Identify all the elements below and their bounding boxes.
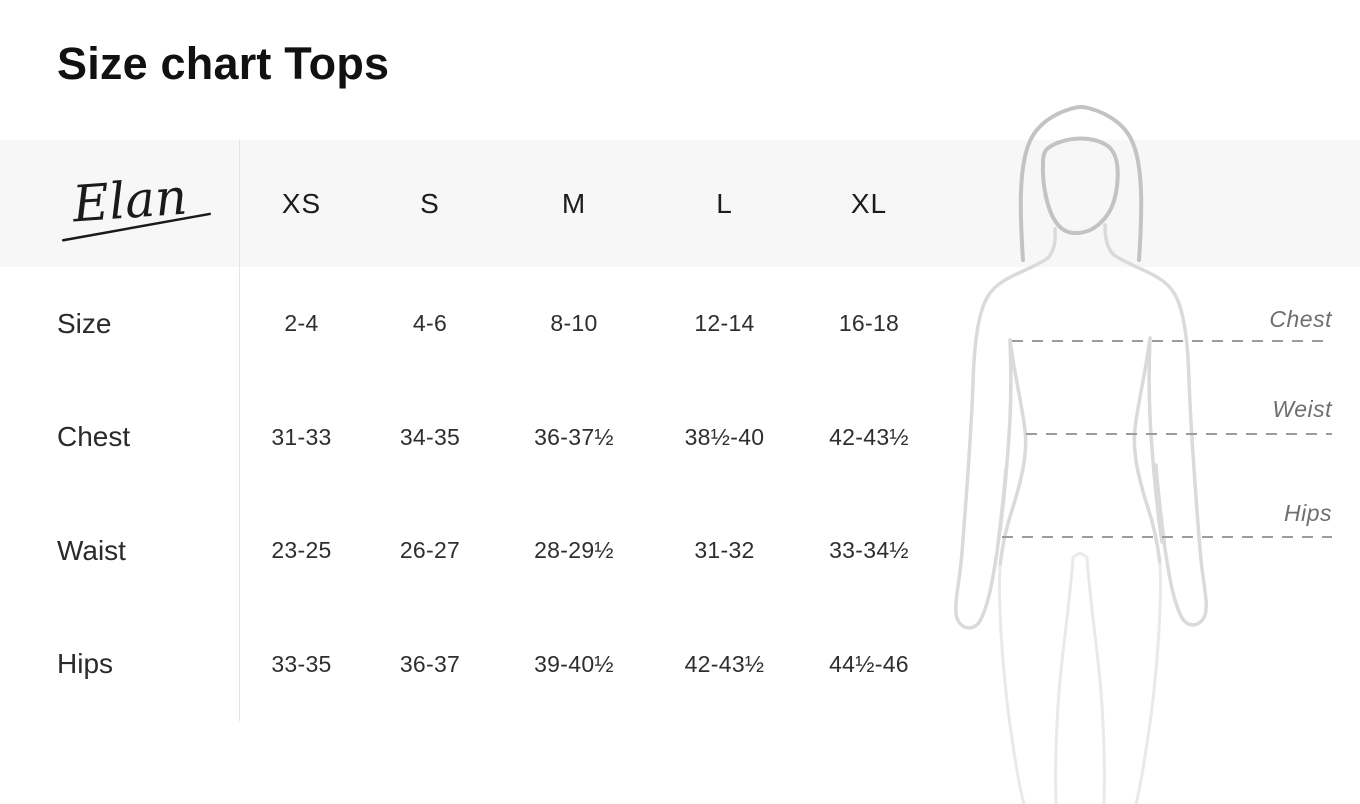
brand-underline [61,212,211,242]
table-cell: 34-35 [399,423,461,450]
neck-right [1103,223,1116,257]
right-leg-outer [1134,562,1163,804]
row-header-waist: Waist [0,494,240,608]
size-table: Elan XS S M L XL Size 2-4 4-6 8-10 12-14… [0,140,940,721]
table-cell: 33-35 [271,650,332,677]
table-cell: 31-32 [694,537,755,564]
row-header-chest: Chest [0,380,240,494]
torso-left [998,338,1028,568]
table-cell: 36-37 [399,650,461,677]
left-arm-inner [996,338,1013,546]
table-cell: 2-4 [284,310,319,337]
neck-left [1046,227,1057,260]
table-cell: 36-37½ [534,423,614,450]
face-outline [1040,136,1120,235]
table-cell: 8-10 [550,310,598,337]
right-arm-outline [1112,253,1208,627]
brand-logo-cell: Elan [0,140,240,267]
left-leg-inner [1054,556,1075,804]
table-cell: 26-27 [399,537,461,564]
left-arm-outline [954,256,1050,630]
row-header-size: Size [0,267,240,381]
table-cell: 33-34½ [829,537,909,564]
table-cell: 23-25 [271,537,332,564]
row-header-hips: Hips [0,607,240,721]
right-leg-inner [1085,556,1106,804]
table-cell: 42-43½ [829,423,909,450]
right-arm-inner [1147,336,1164,544]
header-band [0,140,1360,267]
table-cell: 28-29½ [534,537,614,564]
torso-right [1132,336,1162,566]
hips-measure-label: Hips [1283,500,1332,526]
table-cell: 44½-46 [829,650,909,677]
page-title: Size chart Tops [57,38,390,89]
table-cell: 42-43½ [684,650,765,677]
table-cell: 12-14 [694,310,755,337]
crotch-line [1071,552,1089,560]
table-cell: 16-18 [838,310,900,337]
chest-measure-label: Chest [1269,306,1332,332]
column-header-s: S [420,187,440,219]
column-header-l: L [716,187,733,219]
hair-outline [1018,104,1144,262]
table-cell: 31-33 [271,423,332,450]
column-header-xl: XL [850,187,888,219]
woman-silhouette [954,104,1332,804]
left-leg-outer [997,564,1026,804]
column-header-xs: XS [281,187,322,219]
column-header-m: M [561,187,587,219]
table-cell: 38½-40 [684,423,765,450]
waist-measure-label: Weist [1272,396,1332,422]
brand-logo: Elan [61,168,211,242]
table-cell: 39-40½ [534,650,614,677]
table-cell: 4-6 [412,310,448,337]
brand-name-text: Elan [70,168,189,234]
